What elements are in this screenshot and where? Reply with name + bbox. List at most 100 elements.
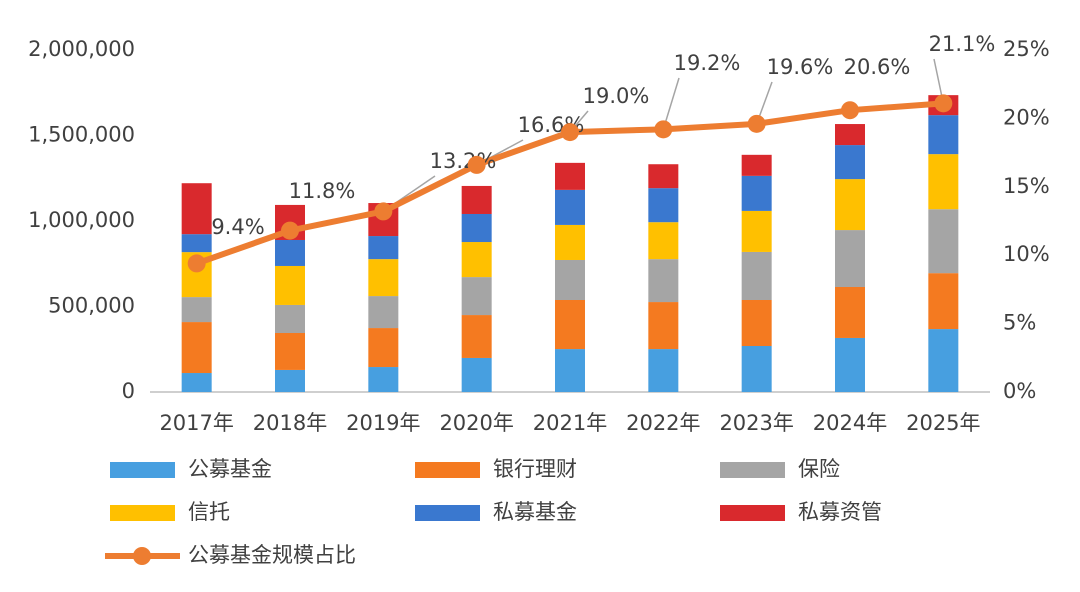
bar-segment	[555, 224, 585, 260]
line-marker	[561, 123, 579, 142]
y-tick-label: 500,000	[48, 294, 135, 318]
y-tick-label: 1,000,000	[28, 208, 135, 232]
y2-tick-label: 25%	[1003, 37, 1050, 61]
data-label: 19.0%	[583, 84, 650, 108]
legend-label: 公募基金规模占比	[188, 543, 356, 567]
bar-segment	[368, 259, 399, 297]
y-tick-label: 2,000,000	[28, 37, 135, 61]
legend-label: 信托	[188, 500, 230, 524]
line-marker	[841, 101, 859, 120]
y2-tick-label: 5%	[1003, 311, 1036, 335]
bar-segment	[928, 329, 959, 392]
bar-segment	[461, 315, 492, 358]
line-marker	[747, 114, 766, 133]
bar-segment	[741, 210, 772, 252]
bar-segment	[461, 213, 492, 243]
legend-swatch	[415, 462, 480, 478]
bar-segment	[368, 367, 399, 392]
bar-segment	[555, 162, 585, 190]
data-label: 19.6%	[767, 55, 834, 79]
line-marker	[374, 202, 393, 221]
bar-segment	[741, 300, 772, 347]
bar-segment	[181, 297, 212, 323]
bar-segment	[835, 337, 865, 392]
bar-segment	[555, 189, 585, 225]
bar-segment	[461, 357, 492, 392]
legend-label: 私募基金	[493, 500, 577, 524]
bar-segment	[741, 346, 772, 392]
bar-segment	[648, 302, 679, 350]
legend-swatch	[110, 462, 175, 478]
bar-segment	[181, 183, 212, 235]
bar-segment	[648, 259, 679, 303]
bar-segment	[741, 251, 772, 301]
bar-segment	[648, 164, 679, 189]
line-marker	[934, 94, 953, 113]
legend-swatch	[720, 462, 785, 478]
bar-segment	[928, 115, 959, 155]
bar-segment	[275, 369, 305, 392]
legend-swatch	[110, 505, 175, 521]
bar-segment	[835, 124, 865, 146]
bar-segment	[275, 239, 305, 266]
x-tick-label: 2023年	[719, 411, 793, 435]
legend-swatch	[415, 505, 480, 521]
bar-segment	[461, 277, 492, 316]
bar-segment	[181, 234, 212, 253]
legend-label: 保险	[798, 457, 840, 481]
bar-segment	[181, 373, 212, 392]
bar-segment	[835, 287, 865, 338]
bar-segment	[741, 154, 772, 176]
bar-segment	[648, 349, 679, 392]
y-tick-label: 0	[122, 379, 135, 403]
line-marker	[281, 221, 299, 240]
data-label: 11.8%	[289, 179, 356, 203]
x-tick-label: 2017年	[159, 411, 233, 435]
bar-segment	[368, 328, 399, 368]
bar-segment	[461, 185, 492, 214]
bar-segment	[275, 265, 305, 305]
x-tick-label: 2018年	[253, 411, 327, 435]
bar-segment	[741, 175, 772, 211]
bar-segment	[181, 322, 212, 374]
bar-segment	[928, 154, 959, 210]
y2-tick-label: 15%	[1003, 174, 1050, 198]
data-label: 20.6%	[844, 55, 911, 79]
y-tick-label: 1,500,000	[28, 123, 135, 147]
legend-label: 公募基金	[188, 457, 272, 481]
x-tick-label: 2025年	[906, 411, 980, 435]
legend-marker	[133, 547, 151, 565]
bar-segment	[461, 242, 492, 278]
y2-tick-label: 20%	[1003, 105, 1050, 129]
bar-segment	[835, 230, 865, 288]
data-label: 9.4%	[211, 215, 264, 239]
data-label: 21.1%	[929, 32, 996, 56]
bar-segment	[555, 259, 585, 301]
legend-swatch	[720, 505, 785, 521]
legend-label: 私募资管	[798, 500, 882, 524]
line-marker	[654, 120, 673, 139]
bar-segment	[555, 300, 585, 350]
bar-segment	[275, 304, 305, 334]
x-tick-label: 2021年	[533, 411, 607, 435]
bar-segment	[928, 209, 959, 274]
bar-segment	[368, 236, 399, 260]
data-label: 13.2%	[430, 149, 497, 173]
y2-tick-label: 10%	[1003, 242, 1050, 266]
bar-segment	[368, 296, 399, 329]
bar-segment	[275, 333, 305, 370]
x-tick-label: 2024年	[813, 411, 887, 435]
y2-tick-label: 0%	[1003, 379, 1036, 403]
bar-segment	[648, 222, 679, 260]
x-tick-label: 2022年	[626, 411, 700, 435]
x-tick-label: 2020年	[439, 411, 513, 435]
line-marker	[467, 155, 486, 174]
line-marker	[187, 254, 206, 273]
x-tick-label: 2019年	[346, 411, 420, 435]
bar-segment	[835, 145, 865, 180]
legend-label: 银行理财	[493, 457, 577, 481]
bar-segment	[835, 179, 865, 231]
data-label: 19.2%	[674, 51, 741, 75]
bar-segment	[555, 349, 585, 392]
